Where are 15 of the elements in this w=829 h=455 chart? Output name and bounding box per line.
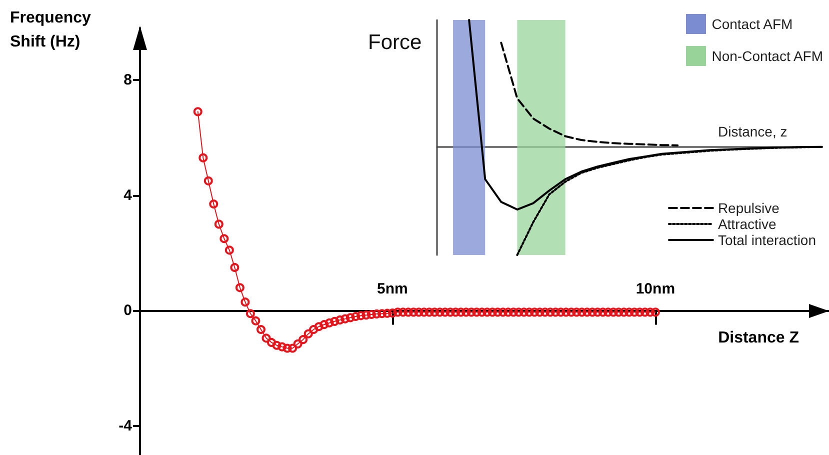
x-axis-title: Distance Z: [718, 330, 800, 346]
annotation: Non-Contact AFM: [712, 48, 823, 64]
x-tick-label: 5nm: [377, 280, 408, 298]
y-axis-title: Force: [368, 31, 422, 54]
legend-label: Attractive: [718, 216, 777, 232]
x-axis-title: Distance, z: [718, 123, 788, 140]
y-tick-label: 4: [124, 186, 133, 204]
y-tick-label: 0: [124, 302, 132, 320]
y-axis-title: Frequency Shift (Hz): [10, 10, 96, 50]
legend-label: Repulsive: [718, 200, 780, 216]
legend-label: Total interaction: [718, 232, 816, 248]
annotation: Contact AFM: [712, 16, 793, 32]
y-tick-label: -4: [118, 418, 133, 435]
x-tick-label: 10nm: [636, 280, 676, 298]
y-tick-label: 8: [124, 71, 132, 88]
